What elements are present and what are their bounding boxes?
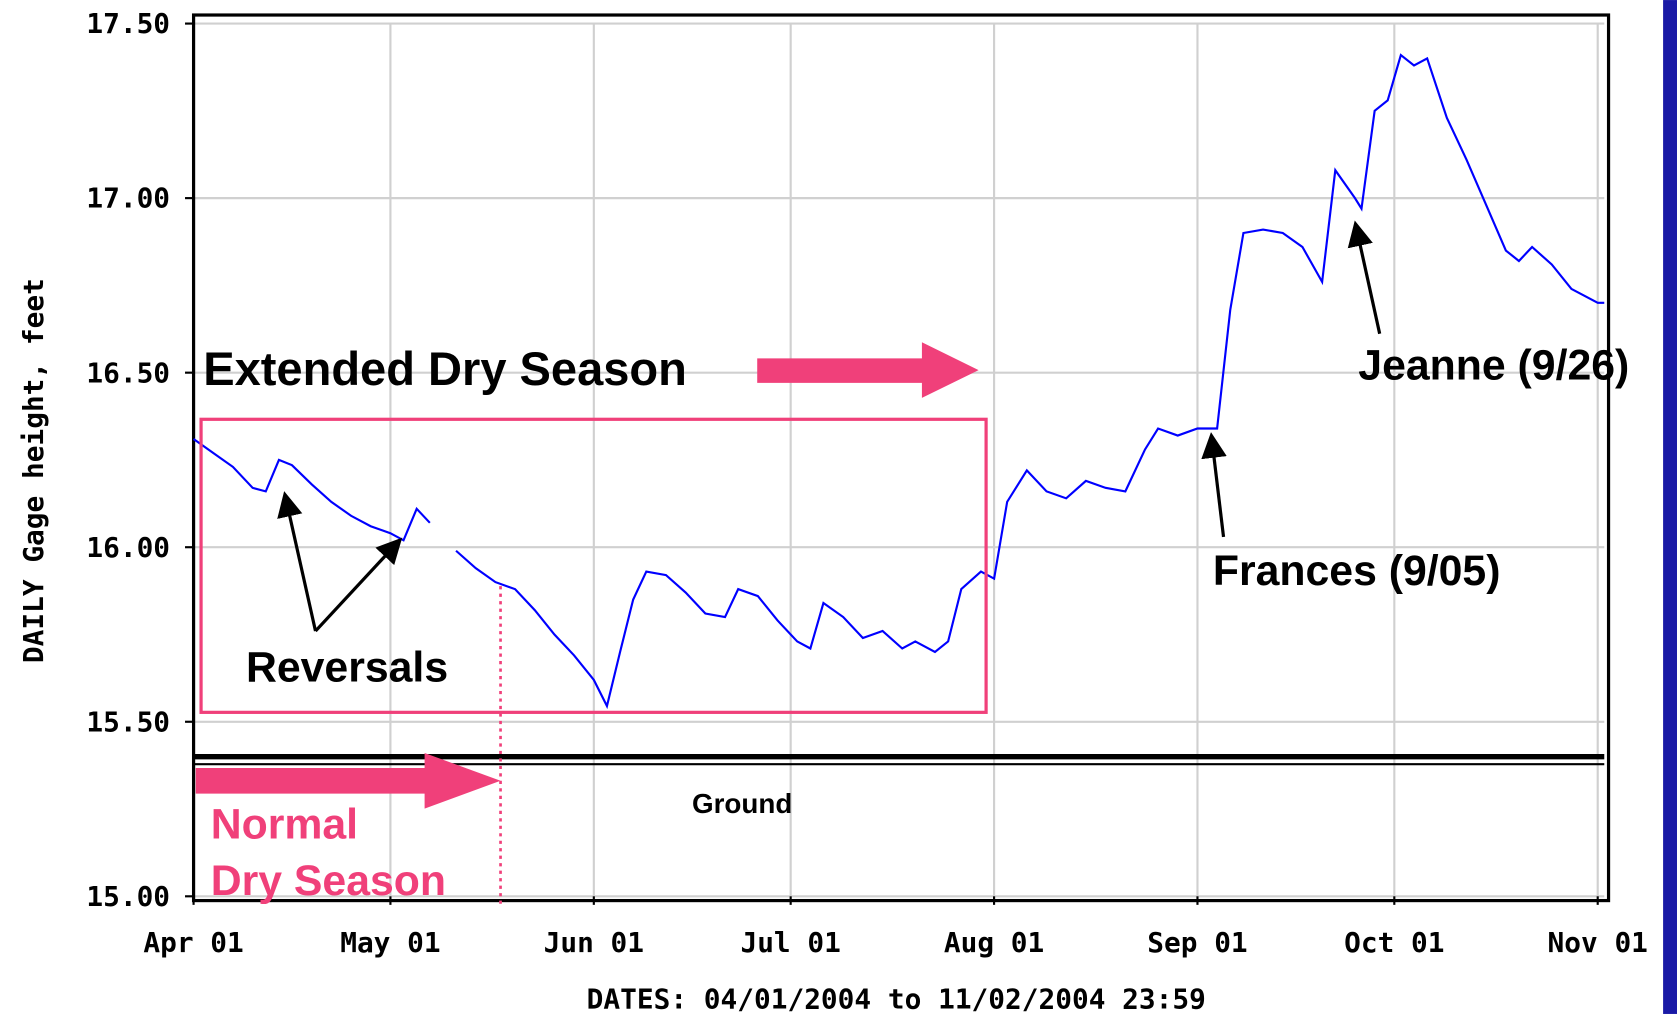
x-tick-label: Aug 01 bbox=[944, 926, 1044, 959]
y-tick-label: 16.00 bbox=[86, 531, 170, 564]
annotation: Ground bbox=[692, 788, 792, 819]
annotation: Frances (9/05) bbox=[1213, 547, 1501, 595]
reversal-arrow bbox=[314, 537, 403, 633]
y-tick-label: 16.50 bbox=[86, 356, 170, 389]
annotation: Dry Season bbox=[211, 857, 446, 905]
x-tick-label: Nov 01 bbox=[1548, 926, 1648, 959]
annotation: Reversals bbox=[246, 643, 448, 691]
y-tick-label: 15.00 bbox=[86, 880, 170, 913]
jeanne-arrow bbox=[1347, 220, 1382, 335]
x-tick-label: Apr 01 bbox=[143, 926, 243, 959]
y-tick-label: 17.00 bbox=[86, 182, 170, 215]
x-tick-label: Jul 01 bbox=[740, 926, 840, 959]
x-tick-label: Sep 01 bbox=[1147, 926, 1247, 959]
side-strip bbox=[1663, 0, 1677, 1014]
annotation: Jeanne (9/26) bbox=[1358, 342, 1629, 390]
y-tick-label: 15.50 bbox=[86, 705, 170, 738]
x-tick-label: Oct 01 bbox=[1344, 926, 1444, 959]
frances-arrow bbox=[1201, 432, 1227, 538]
x-axis-label: DATES: 04/01/2004 to 11/02/2004 23:59 bbox=[587, 983, 1206, 1014]
extended-arrow bbox=[757, 342, 979, 398]
x-tick-label: Jun 01 bbox=[544, 926, 644, 959]
reversal-arrow bbox=[277, 491, 318, 632]
plot-frame bbox=[191, 13, 1611, 903]
annotation: Extended Dry Season bbox=[203, 342, 687, 395]
normal-arrow bbox=[195, 752, 501, 809]
y-axis-label: DAILY Gage height, feet bbox=[17, 278, 50, 663]
dry-season-box bbox=[199, 417, 988, 714]
y-tick-label: 17.50 bbox=[86, 7, 170, 40]
annotation: Normal bbox=[211, 801, 358, 849]
x-tick-label: May 01 bbox=[340, 926, 440, 959]
